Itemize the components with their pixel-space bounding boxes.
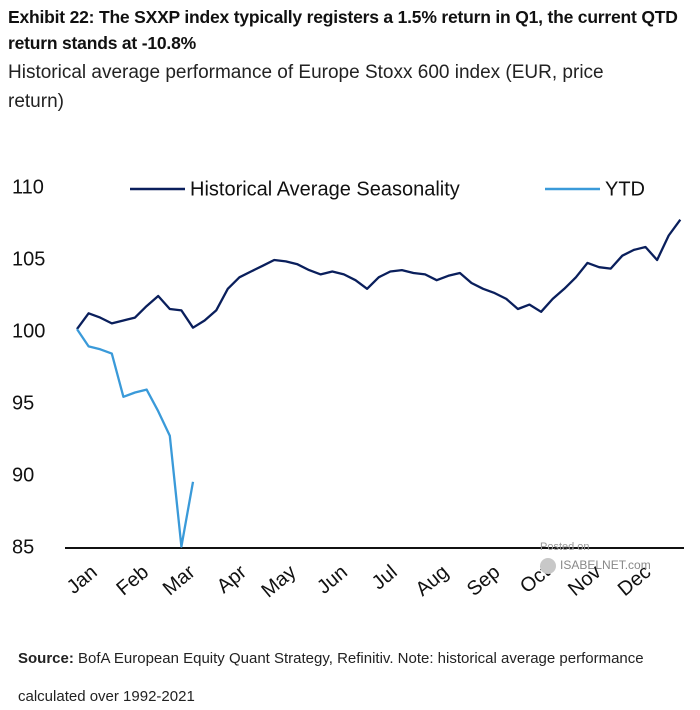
- source-note: Source: BofA European Equity Quant Strat…: [18, 640, 688, 710]
- x-tick-label: Aug: [412, 561, 453, 601]
- legend-label: Historical Average Seasonality: [190, 178, 460, 200]
- y-tick-label: 105: [12, 248, 45, 270]
- y-tick-label: 110: [12, 176, 44, 198]
- chart-title: Exhibit 22: The SXXP index typically reg…: [8, 7, 678, 53]
- x-tick-label: May: [257, 561, 300, 602]
- y-tick-label: 95: [12, 392, 34, 414]
- x-tick-label: Mar: [159, 561, 200, 600]
- watermark: ISABELNET.com: [560, 558, 651, 572]
- series-line: [76, 219, 682, 330]
- y-tick-label: 100: [12, 320, 45, 342]
- y-tick-label: 85: [12, 536, 34, 558]
- chart-subtitle: Historical average performance of Europe…: [8, 62, 604, 112]
- x-tick-label: Feb: [112, 561, 153, 600]
- legend-label: YTD: [605, 178, 645, 200]
- x-tick-label: Sep: [463, 561, 504, 601]
- y-tick-label: 90: [12, 464, 34, 486]
- source-label: Source:: [18, 650, 74, 667]
- source-text: BofA European Equity Quant Strategy, Ref…: [18, 650, 644, 705]
- watermark-logo: [540, 558, 556, 574]
- watermark: Posted on: [540, 541, 590, 553]
- x-tick-label: Jul: [368, 561, 402, 594]
- x-tick-label: Apr: [213, 561, 251, 598]
- series-line: [76, 328, 195, 548]
- x-tick-label: Jun: [313, 561, 352, 599]
- x-tick-label: Jan: [63, 561, 102, 599]
